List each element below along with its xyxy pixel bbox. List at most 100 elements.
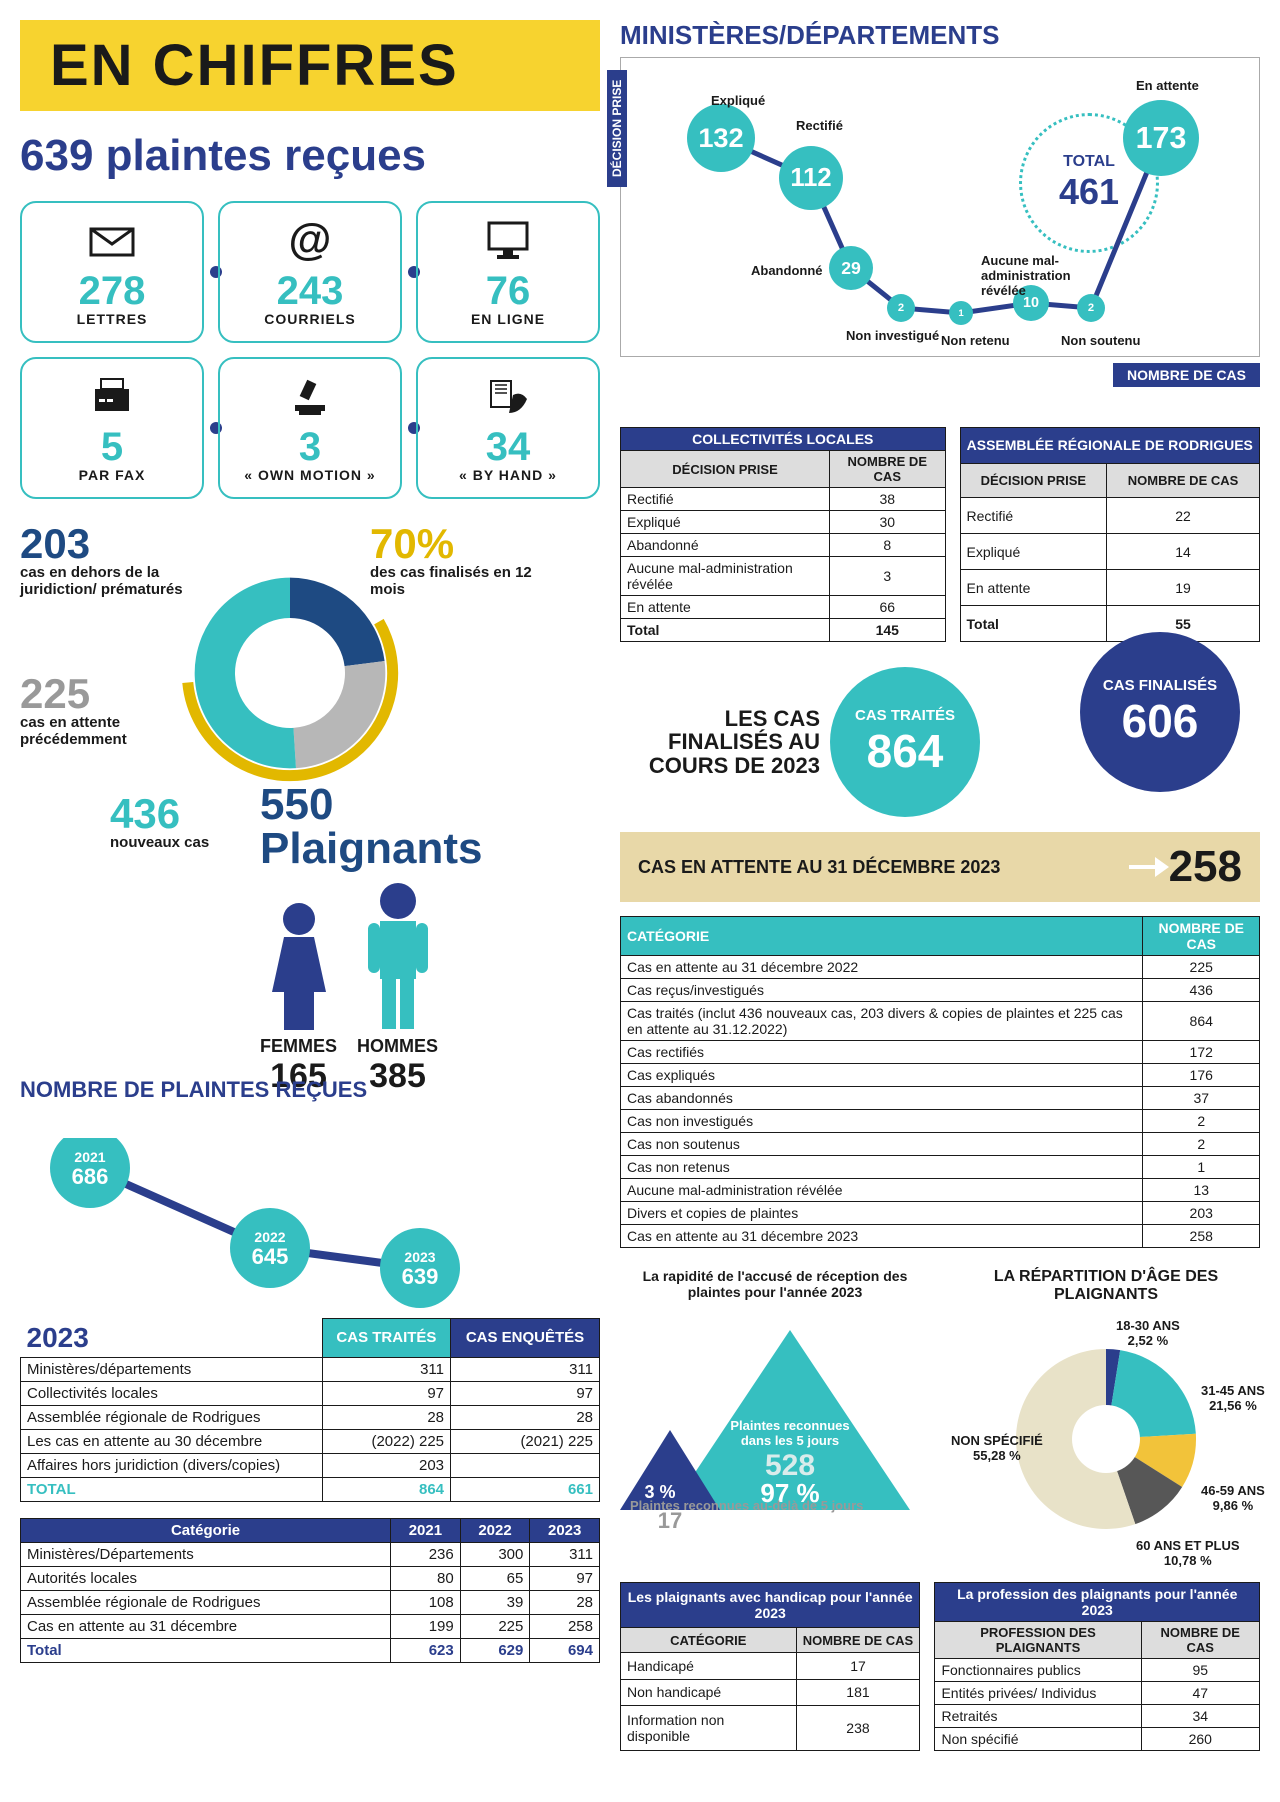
tp-title: La profession des plaignants pour l'anné… — [935, 1583, 1260, 1622]
stat-203-num: 203 — [20, 523, 190, 565]
year-trend-svg: 202168620226452023639 — [20, 1138, 520, 1318]
donut-svg — [180, 563, 400, 783]
bubble-node: 2 — [887, 294, 915, 322]
table-row: Fonctionnaires publics95 — [935, 1659, 1260, 1682]
table-row: Cas en attente au 31 décembre199225258 — [21, 1614, 600, 1638]
channel-label: « OWN MOTION » — [230, 467, 390, 483]
table-cell: 14 — [1107, 534, 1260, 570]
table-cell: 3 — [830, 557, 946, 596]
tcat-tot1: 623 — [391, 1638, 461, 1662]
table-cell: 238 — [796, 1706, 920, 1751]
table-cell: 95 — [1141, 1659, 1260, 1682]
table-cell: 181 — [796, 1679, 920, 1705]
table-cell: 108 — [391, 1590, 461, 1614]
fax-icon — [32, 373, 192, 421]
channel-courriels: @ 243 COURRIELS — [218, 201, 402, 343]
table-cell: Assemblée régionale de Rodrigues — [21, 1405, 323, 1429]
tcat-h3: 2023 — [530, 1518, 600, 1542]
channel-label: COURRIELS — [230, 311, 390, 327]
y-axis-label: DÉCISION PRISE — [607, 70, 627, 187]
table-cell: 311 — [322, 1357, 450, 1381]
table-cell: Information non disponible — [621, 1706, 797, 1751]
table-cell: 225 — [460, 1614, 530, 1638]
x-axis-label: NOMBRE DE CAS — [1113, 363, 1260, 387]
femmes-label: FEMMES — [260, 1036, 337, 1057]
table-row: Cas non soutenus2 — [621, 1133, 1260, 1156]
table-cell: 38 — [830, 488, 946, 511]
table-cell: 236 — [391, 1542, 461, 1566]
tcl-tot1: 145 — [830, 619, 946, 642]
at-icon: @ — [230, 217, 390, 265]
bubble-node: 112 — [779, 146, 843, 210]
stat-70-num: 70% — [370, 523, 570, 565]
tbl2023-total-1: 864 — [322, 1477, 450, 1501]
table-cell: Cas expliqués — [621, 1064, 1143, 1087]
hand-icon — [428, 373, 588, 421]
table-row: Cas en attente au 31 décembre 2023258 — [621, 1225, 1260, 1248]
channel-lettres: 278 LETTRES — [20, 201, 204, 343]
table-cell: Entités privées/ Individus — [935, 1682, 1141, 1705]
table-cell: 97 — [451, 1381, 600, 1405]
table-row: Information non disponible238 — [621, 1706, 920, 1751]
table-cell: (2022) 225 — [322, 1429, 450, 1453]
tbl2023-h1: CAS TRAITÉS — [322, 1319, 450, 1358]
table-row: Cas abandonnés37 — [621, 1087, 1260, 1110]
table-cell: 37 — [1143, 1087, 1260, 1110]
table-cell: Abandonné — [621, 534, 830, 557]
cf-traites-val: 864 — [867, 724, 944, 778]
tbl2023-title: 2023 — [21, 1319, 323, 1358]
table-row: Non spécifié260 — [935, 1728, 1260, 1751]
table-row: Ministères/départements311311 — [21, 1357, 600, 1381]
table-row: Cas traités (inclut 436 nouveaux cas, 20… — [621, 1002, 1260, 1041]
table-cell: Cas reçus/investigués — [621, 979, 1143, 1002]
bubble-node: 2 — [1077, 294, 1105, 322]
cas-finalises-block: LES CAS FINALISÉS AU COURS DE 2023 CAS T… — [620, 662, 1260, 822]
table-row: Rectifié22 — [960, 498, 1259, 534]
tp-h0: PROFESSION DES PLAIGNANTS — [935, 1622, 1141, 1659]
table-cell: Divers et copies de plaintes — [621, 1202, 1143, 1225]
table-cell: Cas non investigués — [621, 1110, 1143, 1133]
table-cell: 28 — [451, 1405, 600, 1429]
svg-text:639: 639 — [402, 1264, 439, 1289]
table-cell: 2 — [1143, 1110, 1260, 1133]
bubble-label: Expliqué — [711, 93, 765, 108]
stat-203-txt: cas en dehors de la juridiction/ prématu… — [20, 565, 190, 598]
table-row: Collectivités locales9797 — [21, 1381, 600, 1405]
table-cell: Handicapé — [621, 1653, 797, 1679]
table-cell: Non handicapé — [621, 1679, 797, 1705]
table-cell: 13 — [1143, 1179, 1260, 1202]
table-row: Cas rectifiés172 — [621, 1041, 1260, 1064]
table-cell: 172 — [1143, 1041, 1260, 1064]
table-profession: La profession des plaignants pour l'anné… — [934, 1582, 1260, 1751]
table-row: Les cas en attente au 30 décembre(2022) … — [21, 1429, 600, 1453]
stat-225-num: 225 — [20, 673, 190, 715]
arrow-icon — [1129, 855, 1169, 879]
bubble-label: Abandonné — [751, 263, 823, 278]
tcat-h2: 2022 — [460, 1518, 530, 1542]
table-row: Cas expliqués176 — [621, 1064, 1260, 1087]
tbl2023-h2: CAS ENQUÊTÉS — [451, 1319, 600, 1358]
year-trend: NOMBRE DE PLAINTES REÇUES 20216862022645… — [20, 1078, 600, 1298]
mail-icon — [32, 217, 192, 265]
tcat-tot3: 694 — [530, 1638, 600, 1662]
pie-slice-label: NON SPÉCIFIÉ55,28 % — [951, 1434, 1043, 1464]
svg-text:645: 645 — [252, 1244, 289, 1269]
bubble-node: 132 — [687, 104, 755, 172]
stat-70-txt: des cas finalisés en 12 mois — [370, 565, 570, 598]
monitor-icon — [428, 217, 588, 265]
tp-h1: NOMBRE DE CAS — [1141, 1622, 1260, 1659]
table-cell: 17 — [796, 1653, 920, 1679]
svg-text:2021: 2021 — [74, 1149, 105, 1165]
table-cell: 864 — [1143, 1002, 1260, 1041]
svg-text:686: 686 — [72, 1164, 109, 1189]
th-h1: NOMBRE DE CAS — [796, 1627, 920, 1652]
tri-small-lbl: Plaintes reconnues au-delà de 5 jours — [630, 1498, 863, 1513]
tcl-title: COLLECTIVITÉS LOCALES — [621, 428, 946, 451]
svg-text:@: @ — [289, 216, 332, 264]
table-2023: 2023 CAS TRAITÉS CAS ENQUÊTÉS Ministères… — [20, 1318, 600, 1502]
channel-value: 5 — [32, 427, 192, 467]
trd-h1: NOMBRE DE CAS — [1107, 463, 1260, 497]
pie-slice-label: 18-30 ANS2,52 % — [1116, 1319, 1180, 1349]
gavel-icon — [230, 373, 390, 421]
svg-text:2023: 2023 — [404, 1249, 435, 1265]
